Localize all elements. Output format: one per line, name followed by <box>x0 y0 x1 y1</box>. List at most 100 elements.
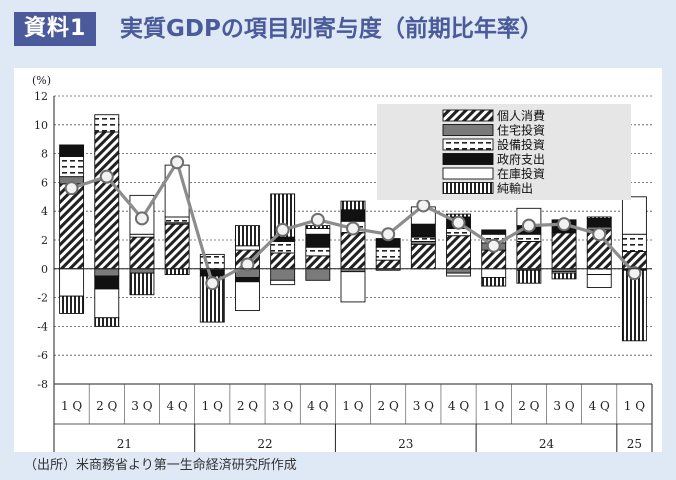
legend-swatch-black <box>442 153 494 165</box>
bar-segment-black <box>235 276 260 283</box>
y-tick-label: 4 <box>41 205 48 218</box>
bar-segment-hatch <box>446 235 471 270</box>
gdp-contribution-chart: (%) 12 10 8 6 4 2 0 -2 -4 -6 -8 1 Q 2 Q 3 Q 4 Q 1 Q 2 Q 3 … <box>32 74 653 452</box>
x-tick-label: 3 Q <box>413 399 434 413</box>
legend-swatch-vstripe <box>442 182 494 194</box>
bar-segment-white <box>586 274 612 288</box>
y-axis-unit: (%) <box>32 74 51 87</box>
gdp-point <box>521 218 536 233</box>
bar-segment-vstripe <box>551 272 577 280</box>
bar-segment-black <box>586 217 612 228</box>
legend-swatch-dashed <box>442 138 494 151</box>
bar-segment-white <box>340 271 366 303</box>
bar-segment-gray <box>94 268 120 277</box>
bar-segment-gray <box>446 268 471 274</box>
bar-segment-vstripe <box>164 268 190 276</box>
gdp-point <box>310 212 325 227</box>
bar-segment-white <box>481 268 507 278</box>
gdp-point <box>134 211 149 226</box>
bar-segment-vstripe <box>586 216 612 219</box>
gdp-point <box>416 198 431 213</box>
title-badge: 資料1 <box>14 12 97 46</box>
x-tick-label: 1 Q <box>202 399 223 413</box>
bar-segment-white <box>446 272 471 277</box>
y-tick-label: 6 <box>41 176 48 189</box>
bar-segment-dashed <box>410 236 436 242</box>
bar-segment-black <box>199 269 225 277</box>
page-title: 実質GDPの項目別寄与度（前期比年率） <box>120 16 543 42</box>
bar-segment-hatch <box>94 131 120 270</box>
gdp-point <box>170 155 185 170</box>
bar-segment-hatch <box>164 223 190 270</box>
y-tick-label: -2 <box>37 292 48 305</box>
gdp-point <box>99 169 114 184</box>
bar-segment-white <box>270 279 296 286</box>
gdp-point <box>346 221 360 236</box>
legend-label: 住宅投資 <box>497 123 545 138</box>
bar-segment-dashed <box>94 114 120 133</box>
bar-segment-hatch <box>59 183 85 270</box>
legend-label: 在庫投資 <box>497 166 545 181</box>
bar-segment-white <box>59 268 85 297</box>
x-tick-label: 2 Q <box>378 399 399 413</box>
x-tick-label: 1 Q <box>342 399 363 413</box>
x-tick-label: 3 Q <box>553 399 574 413</box>
x-tick-label: 4 Q <box>448 399 469 413</box>
y-tick-label: 8 <box>41 148 48 161</box>
bar-segment-vstripe <box>621 269 647 342</box>
legend-label: 純輸出 <box>497 181 533 196</box>
y-tick-label: -6 <box>37 349 48 362</box>
legend-swatch-gray <box>442 124 494 136</box>
x-tick-label: 3 Q <box>272 399 293 413</box>
bar-segment-dashed <box>235 245 260 251</box>
gdp-point <box>240 257 255 272</box>
bar-segment-hatch <box>516 240 542 270</box>
gdp-point <box>486 238 501 253</box>
bar-segment-dashed <box>621 233 647 252</box>
source-note: （出所）米商務省より第一生命経済研究所作成 <box>24 458 297 473</box>
bar-segment-dashed <box>164 216 190 224</box>
gdp-point <box>381 227 396 242</box>
gdp-point <box>557 217 572 232</box>
bar-segment-vstripe <box>481 276 507 287</box>
bar-segment-black <box>340 209 366 222</box>
legend-box <box>377 104 631 200</box>
x-tick-label: 2 Q <box>518 399 539 413</box>
gdp-point <box>451 215 466 230</box>
bar-segment-white <box>235 281 260 312</box>
x-tick-label: 2 Q <box>96 399 117 413</box>
bar-segment-black <box>305 233 331 248</box>
year-label: 21 <box>117 437 132 451</box>
legend-label: 政府支出 <box>497 152 545 167</box>
legend-label: 設備投資 <box>497 137 545 152</box>
x-tick-label: 1 Q <box>624 399 645 413</box>
y-tick-label: 10 <box>34 119 48 132</box>
gdp-point <box>64 181 79 196</box>
bar-segment-white <box>621 196 647 235</box>
x-tick-label: 1 Q <box>61 399 82 413</box>
bar-segment-gray <box>129 268 155 274</box>
y-tick-label: 2 <box>41 234 48 247</box>
bar-segment-vstripe <box>129 272 155 296</box>
year-label: 22 <box>257 437 272 451</box>
y-tick-label: 0 <box>41 263 48 276</box>
gdp-point <box>275 222 290 237</box>
bar-segment-hatch <box>410 243 436 270</box>
bar-segment-dashed <box>375 246 401 261</box>
y-tick-label: -4 <box>37 320 48 333</box>
x-tick-label: 4 Q <box>307 399 328 413</box>
bar-segment-hatch <box>129 236 155 270</box>
y-tick-label: 12 <box>34 90 48 103</box>
bar-segment-dashed <box>270 240 296 254</box>
x-tick-label: 4 Q <box>589 399 610 413</box>
bar-segment-hatch <box>481 249 507 270</box>
chart-panel: (%) 12 10 8 6 4 2 0 -2 -4 -6 -8 1 Q 2 Q 3 Q 4 Q 1 Q 2 Q 3 … <box>14 68 662 452</box>
bar-segment-vstripe <box>516 269 542 284</box>
gdp-point <box>627 266 642 281</box>
bar-segment-gray <box>305 268 331 281</box>
x-tick-label: 1 Q <box>483 399 504 413</box>
year-label: 25 <box>627 437 642 451</box>
x-tick-label: 4 Q <box>166 399 187 413</box>
bar-segment-hatch <box>551 232 577 270</box>
bar-segment-gray <box>270 268 296 281</box>
